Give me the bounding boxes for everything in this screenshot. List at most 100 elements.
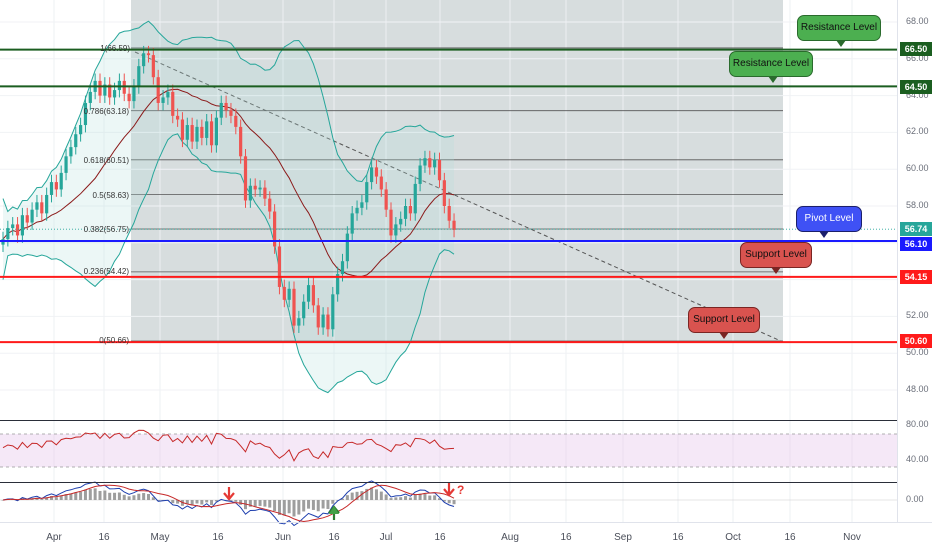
- macd-histogram-bar: [438, 498, 441, 500]
- candle-body: [447, 206, 451, 221]
- macd-histogram-bar: [54, 497, 58, 500]
- candle-body: [45, 194, 49, 214]
- macd-histogram-bar: [25, 499, 29, 501]
- macd-histogram-bar: [50, 496, 53, 500]
- macd-histogram-bar: [64, 494, 68, 500]
- pivot-callout[interactable]: Pivot Level: [796, 206, 862, 238]
- pane-divider-rsi[interactable]: [0, 420, 897, 421]
- candle-body: [365, 182, 369, 203]
- macd-histogram-bar: [59, 495, 63, 500]
- macd-histogram-bar: [103, 490, 107, 500]
- candle-body: [389, 209, 393, 236]
- candle-body: [171, 91, 175, 116]
- moving-average: [2, 88, 455, 277]
- macd-histogram-bar: [127, 496, 131, 500]
- support-callout-lower[interactable]: Support Level: [688, 307, 760, 339]
- fib-label-0382: 0.382(56.75): [83, 225, 129, 234]
- candle-body: [59, 172, 63, 190]
- candle-body: [108, 84, 112, 98]
- level-tag-64-50: 64.50: [900, 80, 932, 94]
- candle-body: [166, 91, 170, 98]
- macd-histogram-bar: [151, 497, 155, 500]
- candle-body: [6, 228, 10, 240]
- x-tick-label: Oct: [725, 532, 741, 543]
- candle-body: [340, 261, 345, 275]
- macd-histogram-bar: [79, 491, 83, 500]
- macd-histogram-bar: [428, 495, 432, 500]
- candle-body: [413, 183, 417, 214]
- x-tick-label: 16: [328, 532, 340, 543]
- resistance-callout-lower[interactable]: Resistance Level: [729, 51, 813, 83]
- macd-histogram-bar: [423, 493, 427, 500]
- rsi-band: [0, 434, 897, 467]
- candle-body: [331, 294, 335, 330]
- macd-histogram-bar: [350, 492, 354, 500]
- candle-body: [74, 134, 78, 148]
- candle-body: [442, 180, 446, 206]
- macd-histogram-bar: [176, 500, 180, 504]
- candle-body: [384, 189, 388, 210]
- macd-histogram-bar: [316, 500, 320, 512]
- macd-histogram-bar: [413, 494, 417, 500]
- candle-body: [112, 90, 117, 98]
- candle-body: [379, 176, 383, 190]
- candle-body: [433, 160, 437, 168]
- candle-body: [423, 158, 427, 166]
- indicator-tick-label: 0.00: [906, 494, 924, 504]
- sell-arrow-icon: [223, 487, 235, 501]
- macd-histogram-bar: [244, 500, 247, 510]
- fib-label-1: 1(66.59): [100, 44, 130, 53]
- macd-histogram-bar: [185, 500, 189, 504]
- candle-body: [268, 198, 272, 212]
- candle-body: [263, 187, 267, 199]
- macd-histogram-bar: [210, 500, 214, 505]
- candle-body: [127, 93, 131, 102]
- candle-body: [437, 160, 442, 181]
- macd-histogram-bar: [399, 497, 403, 500]
- pane-divider-xaxis: [0, 522, 932, 523]
- candle-body: [297, 318, 301, 326]
- macd-histogram-bar: [374, 489, 378, 500]
- candle-body: [326, 314, 330, 330]
- candle-body: [103, 84, 107, 96]
- pane-divider-macd[interactable]: [0, 482, 897, 483]
- candle-body: [374, 167, 379, 177]
- y-tick-label: 62.00: [906, 126, 929, 137]
- candle-body: [64, 156, 68, 173]
- candle-body: [292, 288, 296, 326]
- candle-body: [370, 167, 374, 183]
- candle-body: [176, 115, 180, 120]
- candle-body: [311, 285, 315, 306]
- candle-body: [229, 110, 233, 116]
- x-tick-label: Jun: [274, 532, 292, 543]
- candle-body: [25, 215, 29, 223]
- candle-body: [190, 125, 194, 142]
- macd-histogram-bar: [253, 500, 257, 507]
- x-tick-label: Aug: [501, 532, 519, 543]
- fib-label-0236: 0.236(54.42): [83, 267, 129, 276]
- macd-histogram-bar: [394, 497, 398, 500]
- macd-histogram-bar: [195, 500, 199, 504]
- macd-histogram-bar: [321, 500, 325, 509]
- macd-histogram-bar: [156, 500, 160, 501]
- macd-histogram-bar: [214, 500, 218, 502]
- x-tick-label: Sep: [614, 532, 632, 543]
- candle-body: [156, 77, 160, 103]
- candle-body: [69, 147, 73, 157]
- macd-histogram-bar: [433, 495, 437, 500]
- macd-histogram-bar: [365, 488, 369, 500]
- candle-body: [79, 125, 83, 135]
- question-mark-annotation: ?: [457, 483, 464, 497]
- candle-body: [239, 126, 243, 157]
- resistance-callout-upper[interactable]: Resistance Level: [797, 15, 881, 47]
- support-callout-upper[interactable]: Support Level: [740, 242, 812, 274]
- candle-body: [408, 206, 412, 214]
- macd-histogram-bar: [234, 500, 238, 502]
- candle-body: [11, 224, 15, 229]
- candle-body: [355, 207, 359, 214]
- x-tick-label: 16: [98, 532, 110, 543]
- candle-body: [214, 117, 218, 146]
- macd-histogram-bar: [389, 498, 393, 500]
- candle-body: [200, 126, 204, 138]
